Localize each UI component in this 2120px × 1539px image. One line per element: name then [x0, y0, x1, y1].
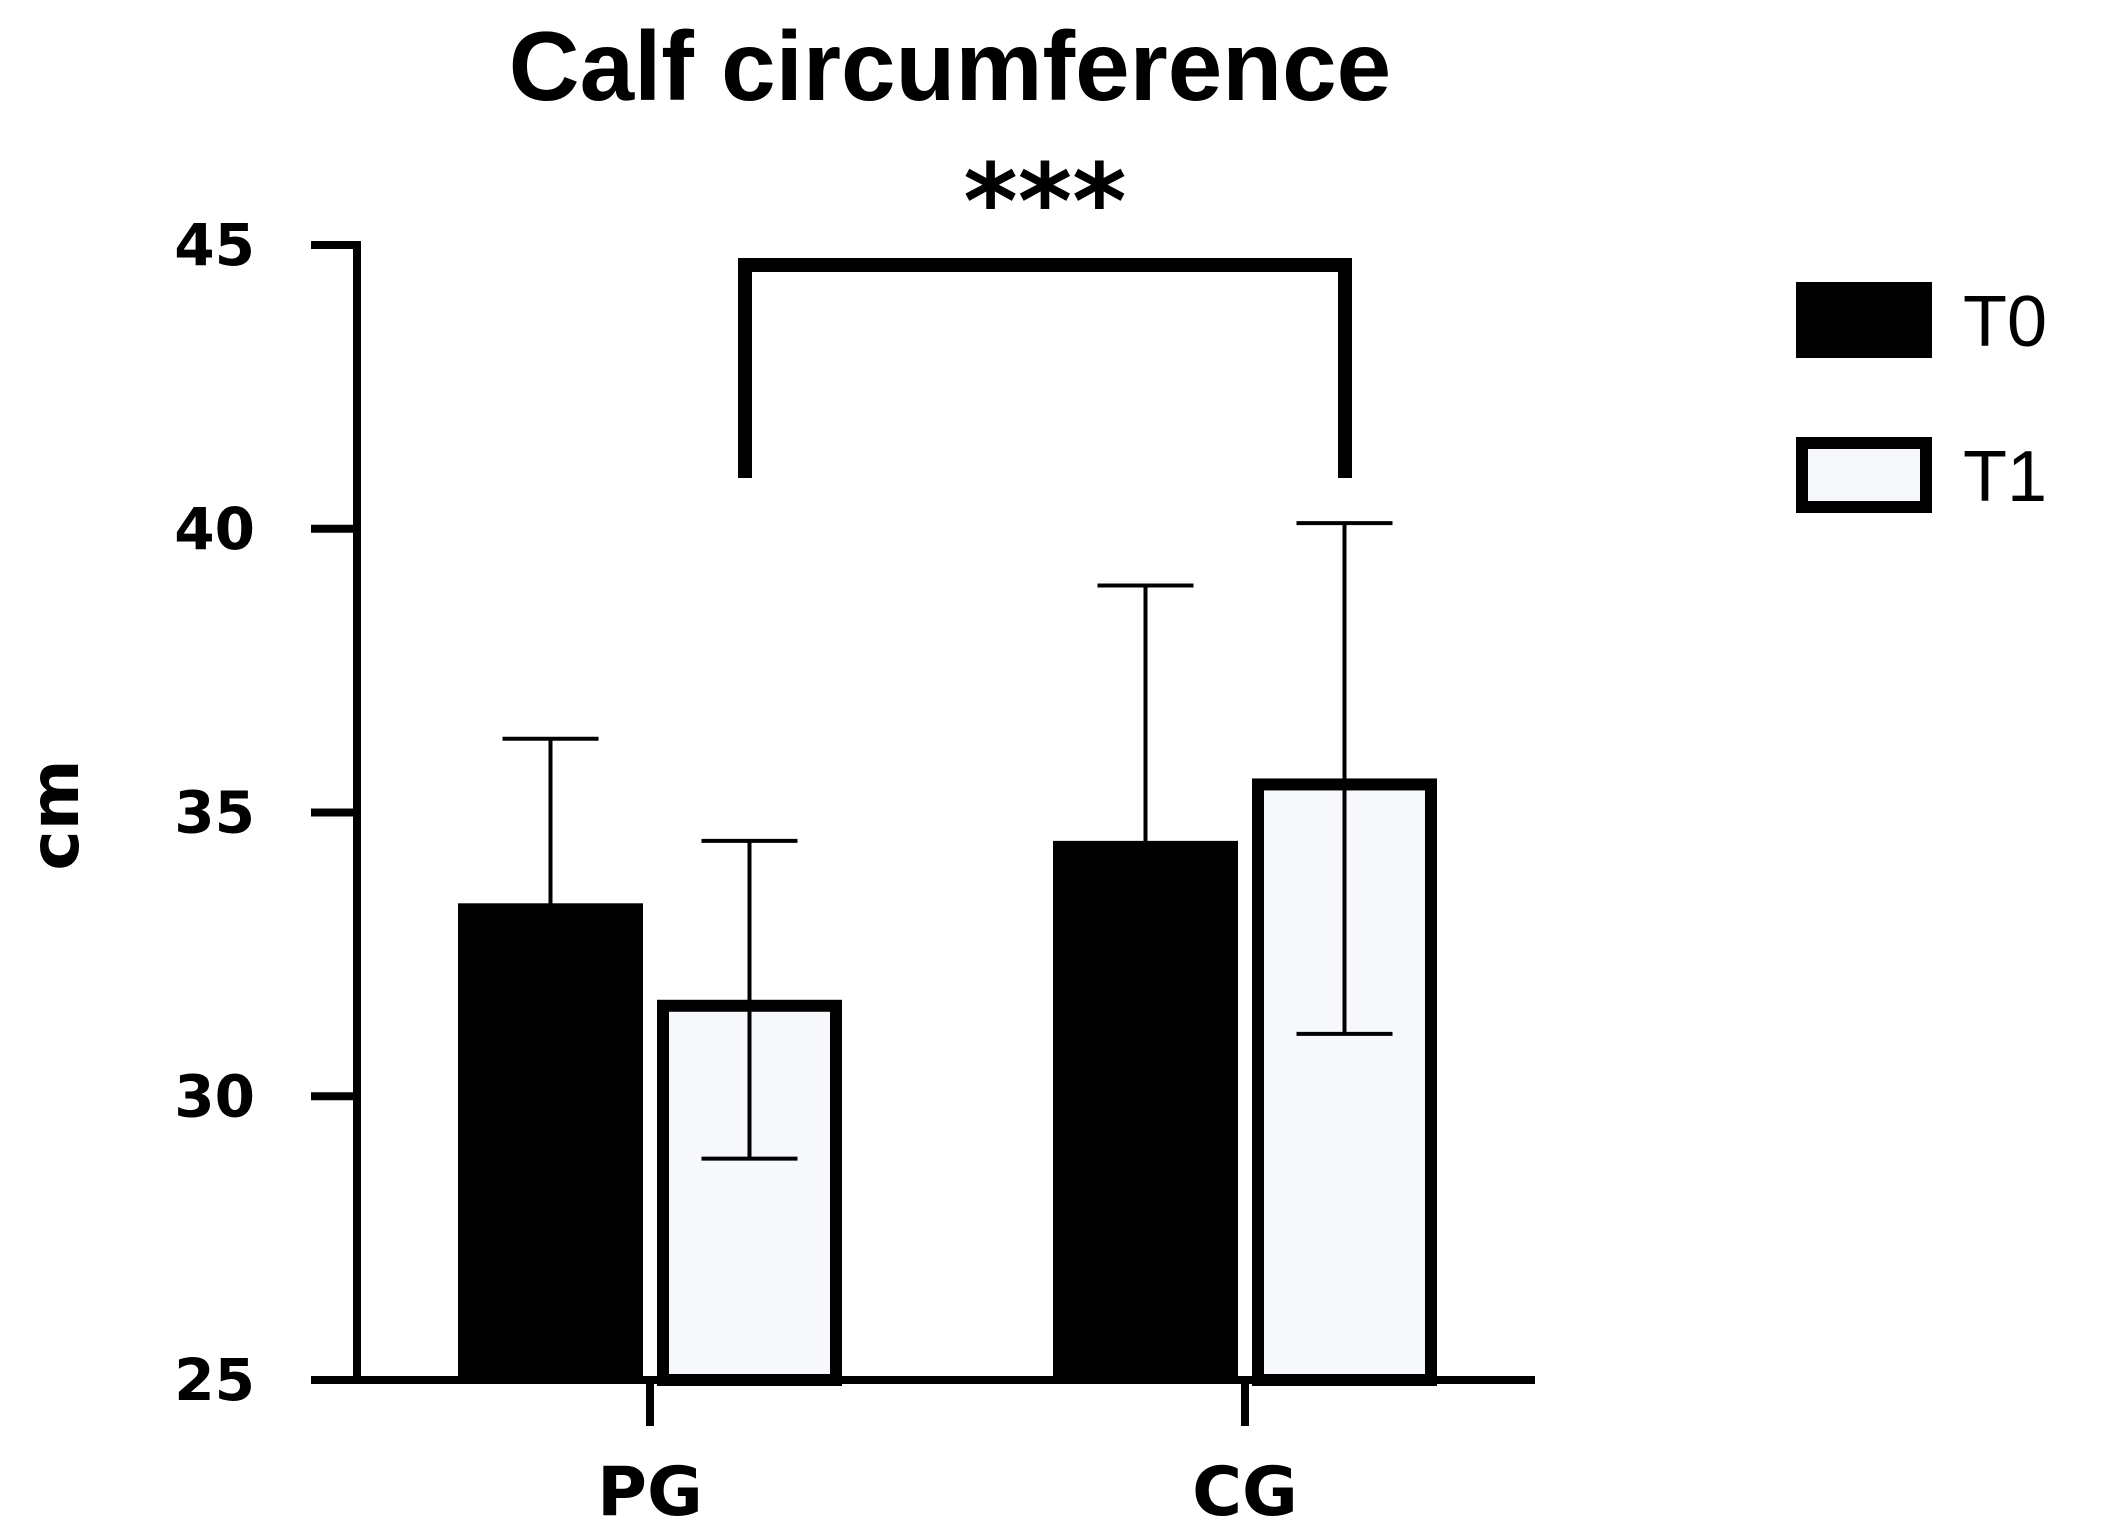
y-tick-label-30: 30 [174, 1062, 255, 1130]
y-tick-label-35: 35 [174, 779, 255, 847]
x-tick-label-PG: PG [597, 1453, 703, 1532]
plot-area: PG CG 25 30 35 40 45 *** [174, 141, 1535, 1532]
legend: T0 T1 [1796, 282, 2047, 517]
significance-bracket [738, 258, 1352, 478]
x-tick-label-CG: CG [1192, 1453, 1298, 1532]
legend-label-T1: T1 [1963, 437, 2047, 517]
y-tick-label-25: 25 [174, 1346, 255, 1414]
legend-label-T0: T0 [1963, 282, 2047, 362]
error-bar-T0-CG [1097, 583, 1194, 1099]
y-axis-label: cm [16, 759, 95, 870]
error-bar-T1-CG [1296, 521, 1393, 1036]
significance-label: *** [963, 141, 1126, 263]
y-tick-label-40: 40 [174, 495, 255, 563]
y-tick-label-45: 45 [174, 211, 255, 279]
error-bar-T0-PG [502, 736, 599, 1070]
legend-swatch-T0 [1796, 282, 1932, 358]
chart-title: Calf circumference [509, 11, 1391, 121]
legend-swatch-T1 [1796, 437, 1932, 513]
error-bar-T1-PG [701, 838, 798, 1161]
